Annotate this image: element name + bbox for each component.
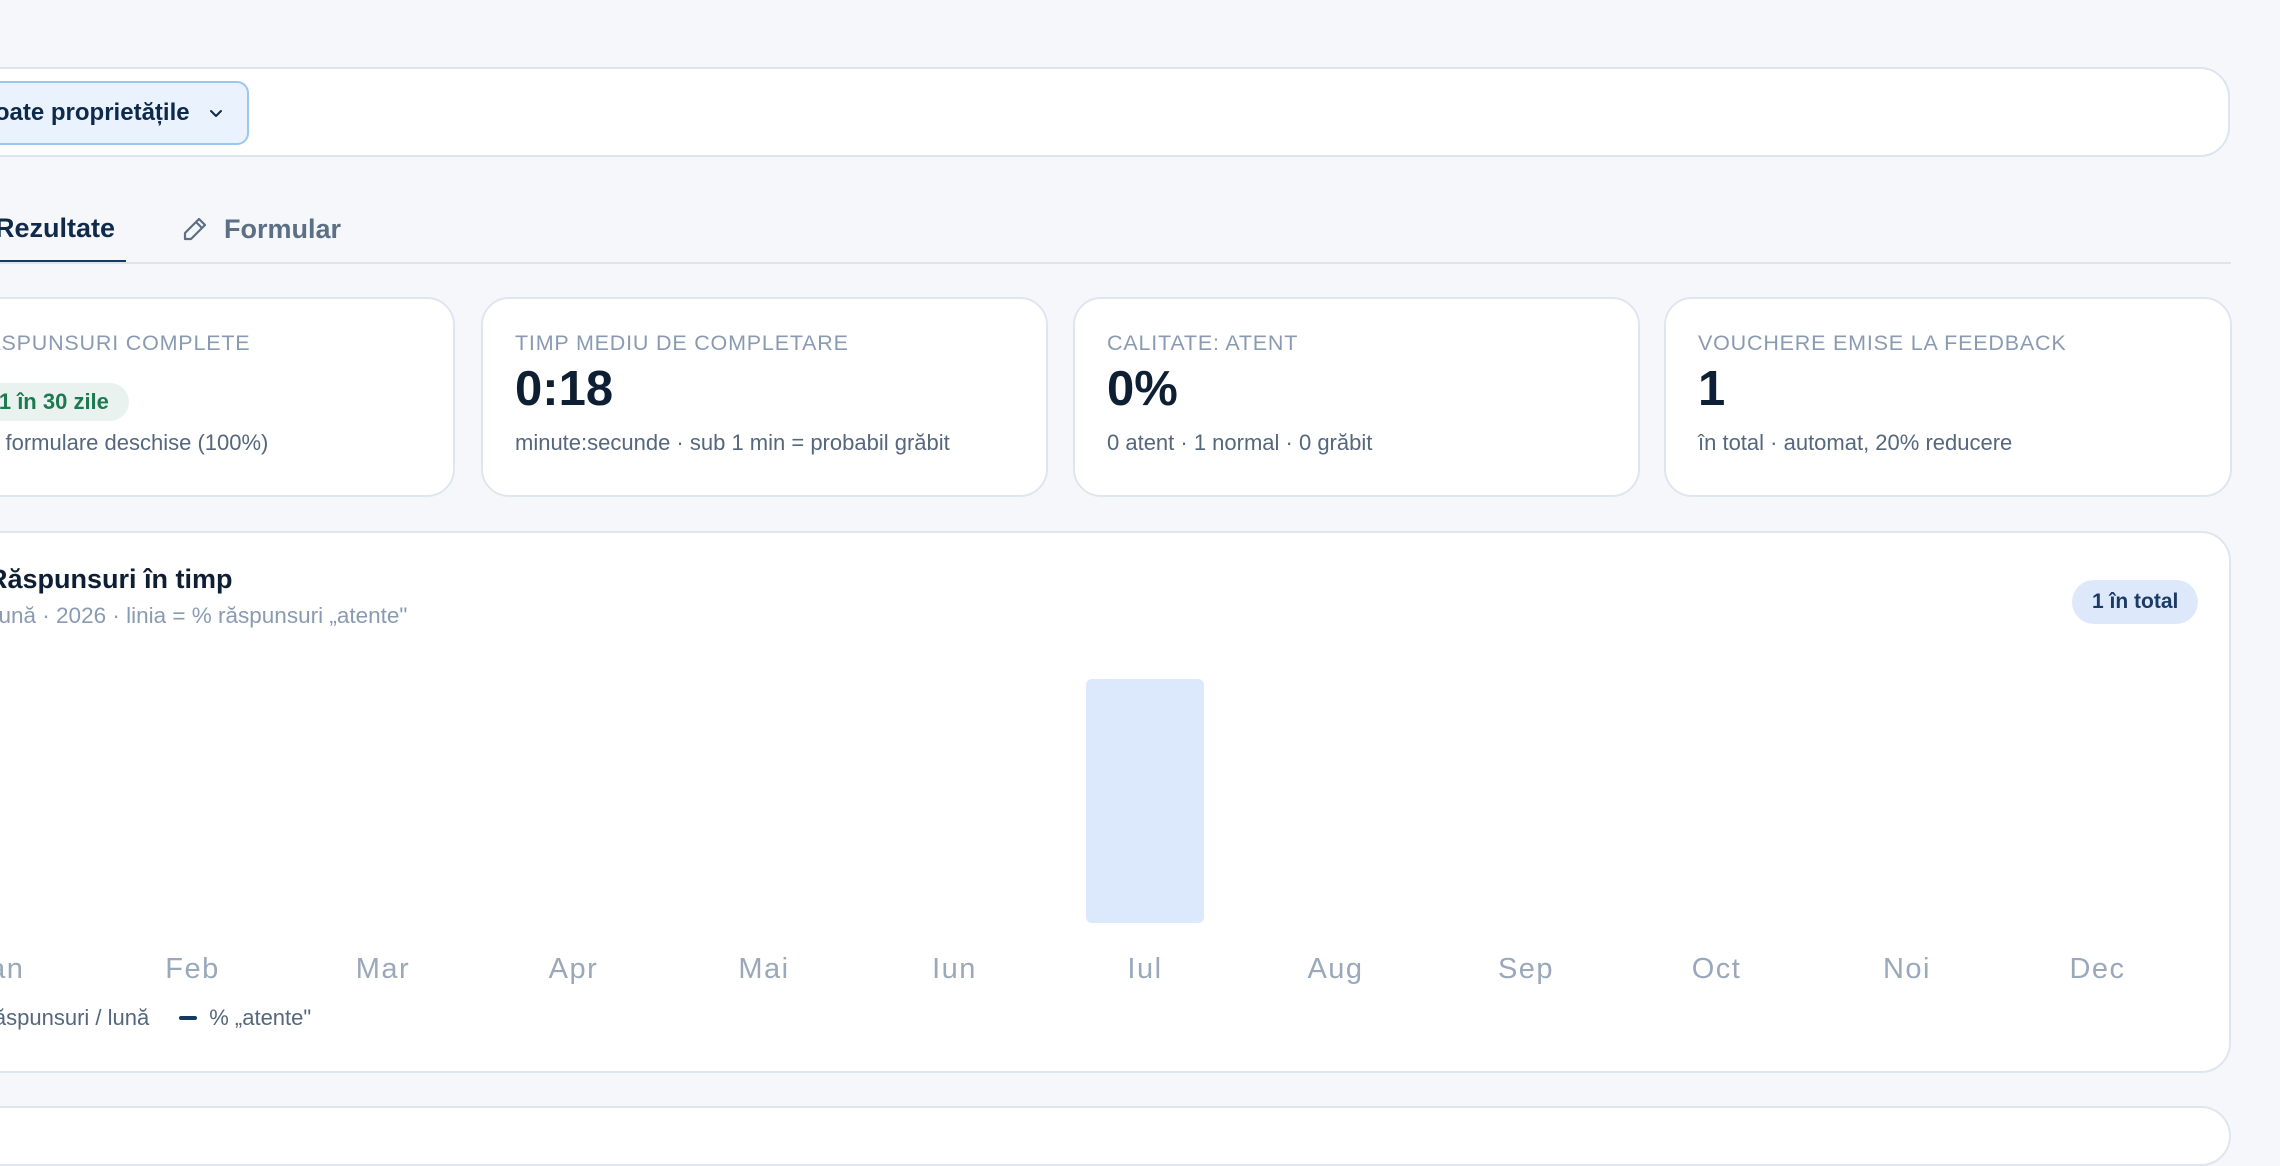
stat-card-complete: RĂSPUNSURI COMPLETE +1 în 30 zile din fo… [0, 297, 455, 497]
stat-label: TIMP MEDIU DE COMPLETARE [515, 331, 849, 355]
tab-results-label: Rezultate [0, 212, 116, 243]
stat-subtext: 0 atent · 1 normal · 0 grăbit [1107, 430, 1373, 455]
next-panel [0, 1106, 2231, 1166]
chart-title: Răspunsuri în timp [0, 564, 233, 594]
stat-card-avg-time: TIMP MEDIU DE COMPLETARE 0:18 minute:sec… [481, 297, 1048, 497]
legend-label: Răspunsuri / lună [0, 1005, 150, 1030]
x-tick-label: Iun [932, 953, 977, 985]
legend-line-swatch [179, 1016, 198, 1020]
property-filter-bar [0, 67, 2230, 157]
total-badge: 1 în total [2072, 580, 2199, 624]
bar-iul [1086, 679, 1204, 923]
tab-divider [0, 262, 2231, 264]
stat-value: 0% [1107, 362, 1178, 416]
x-tick-label: Ian [0, 953, 24, 985]
stat-value: 0:18 [515, 362, 614, 416]
stat-label: CALITATE: ATENT [1107, 331, 1299, 355]
legend-item-line: % „atente" [179, 1005, 311, 1031]
pencil-icon [183, 217, 207, 241]
x-tick-label: Aug [1307, 953, 1363, 985]
x-tick-label: Sep [1498, 953, 1554, 985]
stat-label: RĂSPUNSURI COMPLETE [0, 331, 251, 355]
chevron-down-icon [209, 110, 222, 117]
tab-results[interactable]: Rezultate [0, 196, 126, 264]
x-tick-label: Mar [356, 953, 410, 985]
tab-form[interactable]: Formular [180, 198, 341, 260]
stat-value: 1 [1698, 362, 1726, 416]
chart-legend: Răspunsuri / lună % „atente" [0, 1005, 311, 1031]
delta-badge: +1 în 30 zile [0, 383, 129, 421]
responses-bar-chart: Ian Feb Mar Apr Mai Iun Iul Aug Sep Oct Noi Dec [0, 679, 2125, 985]
stat-label: VOUCHERE EMISE LA FEEDBACK [1698, 331, 2067, 355]
legend-label: % „atente" [209, 1005, 312, 1030]
property-dropdown-label: Toate proprietățile [0, 99, 190, 126]
x-tick-label: Iul [1127, 953, 1162, 985]
legend-item-bars: Răspunsuri / lună [0, 1005, 149, 1031]
tab-form-label: Formular [224, 213, 342, 244]
stat-card-quality: CALITATE: ATENT 0% 0 atent · 1 normal · … [1073, 297, 1640, 497]
x-tick-label: Dec [2069, 953, 2125, 985]
x-tick-label: Mai [738, 953, 789, 985]
stat-subtext: minute:secunde · sub 1 min = probabil gr… [515, 430, 950, 455]
stat-subtext: în total · automat, 20% reducere [1698, 430, 2013, 455]
x-tick-label: Noi [1883, 953, 1931, 985]
x-tick-label: Apr [549, 953, 599, 985]
property-dropdown-button[interactable]: Toate proprietățile [0, 81, 249, 145]
stat-subtext: din formulare deschise (100%) [0, 430, 269, 455]
x-tick-label: Oct [1692, 953, 1742, 985]
x-tick-label: Feb [165, 953, 219, 985]
stat-card-vouchers: VOUCHERE EMISE LA FEEDBACK 1 în total · … [1664, 297, 2232, 497]
chart-subtitle: Lună · 2026 · linia = % răspunsuri „aten… [0, 603, 408, 628]
